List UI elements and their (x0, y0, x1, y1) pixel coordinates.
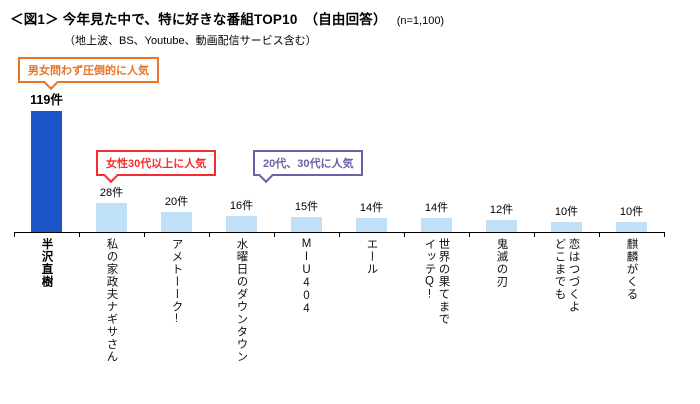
axis-tick (144, 232, 145, 237)
bar-1 (31, 111, 62, 232)
bar-slot: 119件 (14, 88, 79, 232)
bar-value-label: 28件 (99, 187, 124, 199)
bar-value-label: 119件 (30, 93, 63, 107)
category-label: 恋はつづくよ どこまでも (553, 238, 580, 313)
category-label: エール (365, 238, 378, 276)
category-label: 鬼滅の刃 (495, 238, 508, 288)
category-label: アメトーーク! (170, 238, 183, 326)
category-slot: MIU404 (274, 238, 339, 363)
category-slot: 鬼滅の刃 (469, 238, 534, 363)
category-label: MIU404 (300, 238, 313, 316)
bar-slot: 14件 (404, 88, 469, 232)
bar-10 (616, 222, 647, 232)
bar-slot: 10件 (534, 88, 599, 232)
axis-tick (469, 232, 470, 237)
bar-slot: 16件 (209, 88, 274, 232)
bar-8 (486, 220, 517, 232)
bar-2 (96, 203, 127, 232)
annotation-callout: 20代、30代に人気 (253, 150, 364, 184)
annotation-callout: 女性30代以上に人気 (96, 150, 217, 184)
bar-value-label: 16件 (229, 200, 254, 212)
plot-area: 119件 28件 20件 16件 15件 14件 14件 12件 10件 10件 (14, 88, 664, 232)
bar-value-label: 15件 (294, 201, 319, 213)
bar-value-label: 20件 (164, 196, 189, 208)
axis-tick (14, 232, 15, 237)
bar-value-label: 12件 (489, 204, 514, 216)
figure-header: ＜図1＞ 今年見た中で、特に好きな番組TOP10 （自由回答） (n=1,100)… (10, 8, 444, 48)
bar-slot: 15件 (274, 88, 339, 232)
category-label: 世界の果てまで イッテQ! (423, 238, 450, 326)
bar-value-label: 14件 (424, 202, 449, 214)
bar-5 (291, 217, 322, 232)
axis-tick (664, 232, 665, 237)
bar-6 (356, 218, 387, 232)
category-slot: 麒麟がくる (599, 238, 664, 363)
category-label: 水曜日のダウンタウン (235, 238, 248, 363)
title-row: ＜図1＞ 今年見た中で、特に好きな番組TOP10 （自由回答） (n=1,100) (10, 8, 444, 29)
category-slot: 半沢直樹 (14, 238, 79, 363)
bar-value-label: 14件 (359, 202, 384, 214)
category-label: 半沢直樹 (40, 238, 53, 288)
category-slot: エール (339, 238, 404, 363)
bar-7 (421, 218, 452, 232)
bar-9 (551, 222, 582, 232)
axis-tick (599, 232, 600, 237)
figure-subtitle: （地上波、BS、Youtube、動画配信サービス含む） (64, 35, 317, 47)
category-label: 私の家政夫ナギサさん (105, 238, 118, 363)
category-slot: 恋はつづくよ どこまでも (534, 238, 599, 363)
bar-4 (226, 216, 257, 232)
bar-3 (161, 212, 192, 232)
axis-tick (534, 232, 535, 237)
annotation-callout: 男女問わず圧倒的に人気 (18, 57, 159, 91)
axis-tick (339, 232, 340, 237)
axis-tick (209, 232, 210, 237)
sample-size-label: (n=1,100) (396, 15, 445, 27)
axis-tick (79, 232, 80, 237)
bar-slot: 12件 (469, 88, 534, 232)
category-slot: アメトーーク! (144, 238, 209, 363)
bar-slot: 14件 (339, 88, 404, 232)
bar-slot: 20件 (144, 88, 209, 232)
category-labels: 半沢直樹 私の家政夫ナギサさん アメトーーク! 水曜日のダウンタウン MIU404 エール… (14, 238, 664, 363)
bar-value-label: 10件 (554, 206, 579, 218)
figure-title: ＜図1＞ 今年見た中で、特に好きな番組TOP10 （自由回答） (10, 12, 387, 27)
category-label: 麒麟がくる (625, 238, 638, 301)
bar-slot: 10件 (599, 88, 664, 232)
bar-value-label: 10件 (619, 206, 644, 218)
axis-tick (404, 232, 405, 237)
category-slot: 水曜日のダウンタウン (209, 238, 274, 363)
category-slot: 世界の果てまで イッテQ! (404, 238, 469, 363)
axis-tick (274, 232, 275, 237)
category-slot: 私の家政夫ナギサさん (79, 238, 144, 363)
bar-slot: 28件 (79, 88, 144, 232)
x-axis-ticks (14, 232, 665, 238)
